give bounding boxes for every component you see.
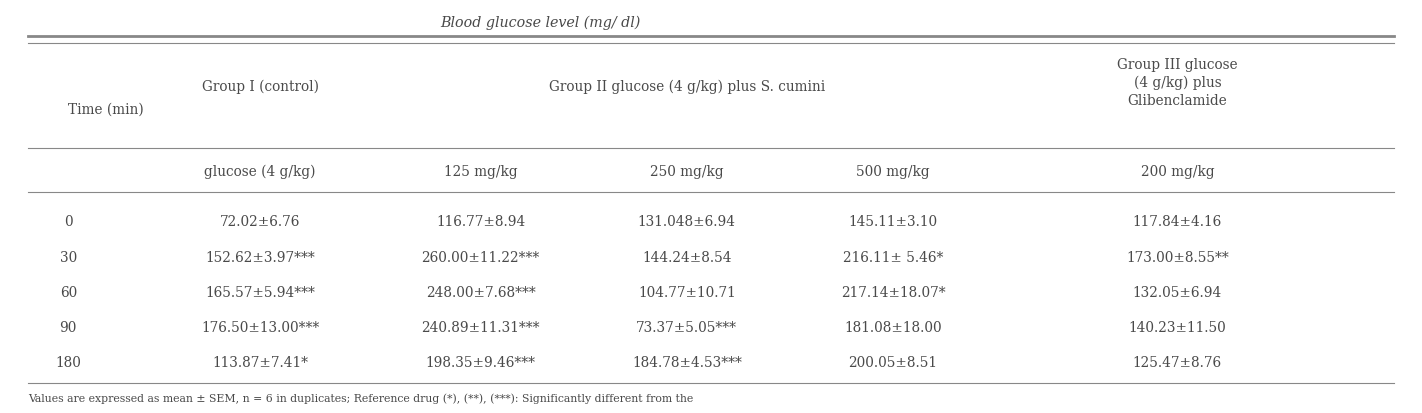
Text: 165.57±5.94***: 165.57±5.94*** (205, 285, 316, 299)
Text: 217.14±18.07*: 217.14±18.07* (840, 285, 946, 299)
Text: glucose (4 g/kg): glucose (4 g/kg) (205, 164, 316, 178)
Text: 198.35±9.46***: 198.35±9.46*** (425, 355, 536, 369)
Text: 500 mg/kg: 500 mg/kg (856, 164, 930, 178)
Text: 90: 90 (60, 320, 77, 334)
Text: 117.84±4.16: 117.84±4.16 (1133, 215, 1221, 229)
Text: 140.23±11.50: 140.23±11.50 (1129, 320, 1226, 334)
Text: 180: 180 (55, 355, 81, 369)
Text: 73.37±5.05***: 73.37±5.05*** (636, 320, 738, 334)
Text: 250 mg/kg: 250 mg/kg (650, 164, 724, 178)
Text: Blood glucose level (mg/ dl): Blood glucose level (mg/ dl) (441, 16, 640, 30)
Text: Values are expressed as mean ± SEM, n = 6 in duplicates; Reference drug (*), (**: Values are expressed as mean ± SEM, n = … (28, 392, 694, 403)
Text: 248.00±7.68***: 248.00±7.68*** (425, 285, 536, 299)
Text: 132.05±6.94: 132.05±6.94 (1133, 285, 1221, 299)
Text: 145.11±3.10: 145.11±3.10 (849, 215, 937, 229)
Text: 125 mg/kg: 125 mg/kg (444, 164, 518, 178)
Text: 200 mg/kg: 200 mg/kg (1140, 164, 1214, 178)
Text: 260.00±11.22***: 260.00±11.22*** (421, 250, 540, 264)
Text: Group II glucose (4 g/kg) plus S. cumini: Group II glucose (4 g/kg) plus S. cumini (549, 80, 825, 94)
Text: 216.11± 5.46*: 216.11± 5.46* (843, 250, 943, 264)
Text: 181.08±18.00: 181.08±18.00 (845, 320, 941, 334)
Text: 240.89±11.31***: 240.89±11.31*** (421, 320, 540, 334)
Text: 30: 30 (60, 250, 77, 264)
Text: 116.77±8.94: 116.77±8.94 (437, 215, 525, 229)
Text: 152.62±3.97***: 152.62±3.97*** (205, 250, 316, 264)
Text: 131.048±6.94: 131.048±6.94 (638, 215, 735, 229)
Text: 144.24±8.54: 144.24±8.54 (643, 250, 731, 264)
Text: 0: 0 (64, 215, 73, 229)
Text: 200.05±8.51: 200.05±8.51 (849, 355, 937, 369)
Text: Group I (control): Group I (control) (202, 80, 319, 94)
Text: 125.47±8.76: 125.47±8.76 (1133, 355, 1221, 369)
Text: 104.77±10.71: 104.77±10.71 (638, 285, 735, 299)
Text: 72.02±6.76: 72.02±6.76 (220, 215, 300, 229)
Text: 113.87±7.41*: 113.87±7.41* (212, 355, 309, 369)
Text: 173.00±8.55**: 173.00±8.55** (1126, 250, 1229, 264)
Text: 60: 60 (60, 285, 77, 299)
Text: Group III glucose
(4 g/kg) plus
Glibenclamide: Group III glucose (4 g/kg) plus Glibencl… (1118, 57, 1237, 108)
Text: 184.78±4.53***: 184.78±4.53*** (631, 355, 742, 369)
Text: 176.50±13.00***: 176.50±13.00*** (201, 320, 320, 334)
Text: Time (min): Time (min) (68, 102, 144, 116)
